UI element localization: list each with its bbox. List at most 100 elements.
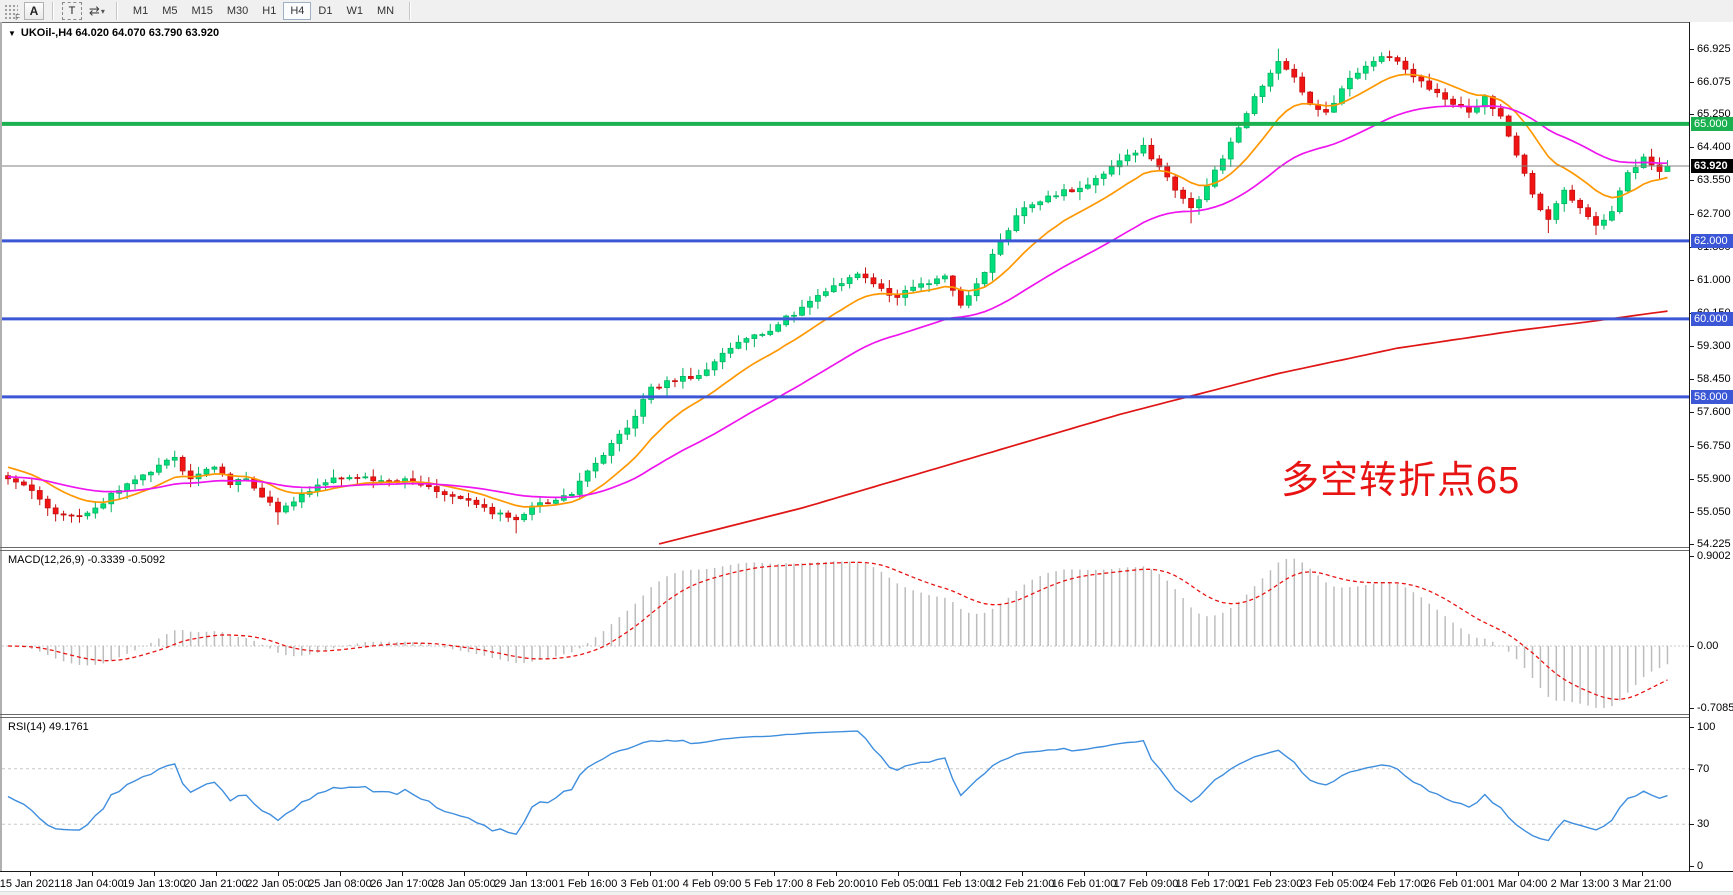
time-label: 28 Jan 05:00 xyxy=(432,878,496,890)
timeframe-button-d1[interactable]: D1 xyxy=(318,5,333,17)
time-tick xyxy=(898,872,899,876)
time-label: 23 Feb 05:00 xyxy=(1299,878,1365,890)
time-tick xyxy=(588,872,589,876)
time-tick xyxy=(774,872,775,876)
time-tick xyxy=(836,872,837,876)
time-label: 1 Feb 16:00 xyxy=(558,878,618,890)
time-label: 2 Mar 13:00 xyxy=(1550,878,1610,890)
timeframe-button-m5[interactable]: M5 xyxy=(162,5,178,17)
window-top-border xyxy=(0,22,1733,23)
price-tick-label: 55.900 xyxy=(1697,472,1731,485)
time-tick xyxy=(1146,872,1147,876)
time-label: 22 Jan 05:00 xyxy=(246,878,310,890)
axis-tick xyxy=(1690,346,1694,347)
panel-splitter[interactable] xyxy=(0,717,1733,718)
time-tick xyxy=(526,872,527,876)
axis-tick xyxy=(1690,446,1694,447)
time-label: 1 Mar 04:00 xyxy=(1488,878,1548,890)
time-label: 3 Mar 21:00 xyxy=(1612,878,1672,890)
time-tick xyxy=(1580,872,1581,876)
timeframe-button-m30[interactable]: M30 xyxy=(226,5,249,17)
price-tick-label: 58.450 xyxy=(1697,373,1731,386)
time-tick xyxy=(1642,872,1643,876)
axis-tick xyxy=(1690,49,1694,50)
symbol-ohlc-text: UKOil-,H4 64.020 64.070 63.790 63.920 xyxy=(20,27,220,39)
time-label: 4 Feb 09:00 xyxy=(682,878,742,890)
rsi-indicator-canvas[interactable] xyxy=(2,718,1689,871)
time-label: 17 Feb 09:00 xyxy=(1113,878,1179,890)
time-tick xyxy=(1084,872,1085,876)
axis-tick xyxy=(1690,727,1694,728)
timeframe-button-h4[interactable]: H4 xyxy=(283,2,312,20)
current-price-badge: 63.920 xyxy=(1691,159,1733,173)
time-label: 26 Feb 01:00 xyxy=(1423,878,1489,890)
cursor-arrows-icon[interactable]: ⇄ ▾ xyxy=(89,3,105,18)
time-tick xyxy=(1208,872,1209,876)
rsi-label: RSI(14) 49.1761 xyxy=(8,721,89,733)
axis-tick xyxy=(1690,180,1694,181)
rsi-axis-label: 70 xyxy=(1697,762,1710,775)
price-chart-canvas[interactable] xyxy=(2,23,1689,547)
timeframe-button-m15[interactable]: M15 xyxy=(191,5,213,17)
panel-splitter[interactable] xyxy=(0,550,1733,551)
price-tick-label: 55.050 xyxy=(1697,505,1731,518)
axis-tick xyxy=(1690,412,1694,413)
time-label: 15 Jan 2021 xyxy=(0,878,61,890)
timeframe-button-m1[interactable]: M1 xyxy=(132,5,149,17)
level-price-badge: 62.000 xyxy=(1691,233,1733,248)
macd-signal-line xyxy=(7,561,1668,701)
time-label: 12 Feb 21:00 xyxy=(989,878,1055,890)
axis-tick xyxy=(1690,114,1694,115)
time-label: 18 Feb 17:00 xyxy=(1175,878,1241,890)
macd-histogram xyxy=(15,558,1669,709)
macd-axis-label: 0.00 xyxy=(1697,640,1719,652)
window-left-border xyxy=(0,22,2,892)
axis-tick xyxy=(1690,479,1694,480)
time-label: 19 Jan 13:00 xyxy=(122,878,186,890)
medium-ma-line xyxy=(7,105,1668,499)
timeframe-button-w1[interactable]: W1 xyxy=(346,5,363,17)
price-tick-label: 57.600 xyxy=(1697,406,1731,419)
panel-splitter[interactable] xyxy=(0,714,1733,715)
timeframe-buttons: M1 M5 M15 M30 H1 H4 D1 W1 MN xyxy=(126,2,401,20)
price-tick-label: 56.750 xyxy=(1697,439,1731,452)
time-tick xyxy=(92,872,93,876)
timeframe-button-mn[interactable]: MN xyxy=(376,5,395,17)
price-tick-label: 61.000 xyxy=(1697,273,1731,286)
timeframe-button-h1[interactable]: H1 xyxy=(262,5,277,17)
chart-title: ▼ UKOil-,H4 64.020 64.070 63.790 63.920 xyxy=(8,27,219,39)
slow-ma-line xyxy=(658,310,1668,545)
annotate-letter-button[interactable]: A xyxy=(24,2,44,20)
time-tick xyxy=(1518,872,1519,876)
panel-splitter[interactable] xyxy=(0,547,1733,548)
time-tick xyxy=(712,872,713,876)
time-tick xyxy=(340,872,341,876)
time-label: 8 Feb 20:00 xyxy=(806,878,866,890)
axis-tick xyxy=(1690,82,1694,83)
chart-context-caret-icon[interactable]: ▼ xyxy=(8,28,16,38)
time-tick xyxy=(154,872,155,876)
axis-tick xyxy=(1690,824,1694,825)
toolbar-divider xyxy=(52,2,54,20)
time-label: 21 Feb 23:00 xyxy=(1237,878,1303,890)
time-label: 20 Jan 21:00 xyxy=(184,878,248,890)
macd-label: MACD(12,26,9) -0.3339 -0.5092 xyxy=(8,554,166,566)
axis-tick xyxy=(1690,147,1694,148)
level-price-badge: 60.000 xyxy=(1691,311,1733,326)
text-label-button[interactable]: T xyxy=(62,2,82,20)
toolbar-grip-icon[interactable]: F xyxy=(4,3,20,22)
axis-tick xyxy=(1690,512,1694,513)
rsi-axis-label: 30 xyxy=(1697,818,1710,831)
fast-ma-line xyxy=(7,73,1668,508)
rsi-axis-label: 100 xyxy=(1697,721,1716,733)
chart-annotation-text[interactable]: 多空转折点65 xyxy=(1281,460,1521,502)
macd-indicator-canvas[interactable] xyxy=(2,551,1689,714)
time-tick xyxy=(960,872,961,876)
axis-tick xyxy=(1690,544,1694,545)
time-tick xyxy=(402,872,403,876)
axis-tick xyxy=(1690,556,1694,557)
time-tick xyxy=(216,872,217,876)
price-tick-label: 62.700 xyxy=(1697,207,1731,220)
time-tick xyxy=(1456,872,1457,876)
